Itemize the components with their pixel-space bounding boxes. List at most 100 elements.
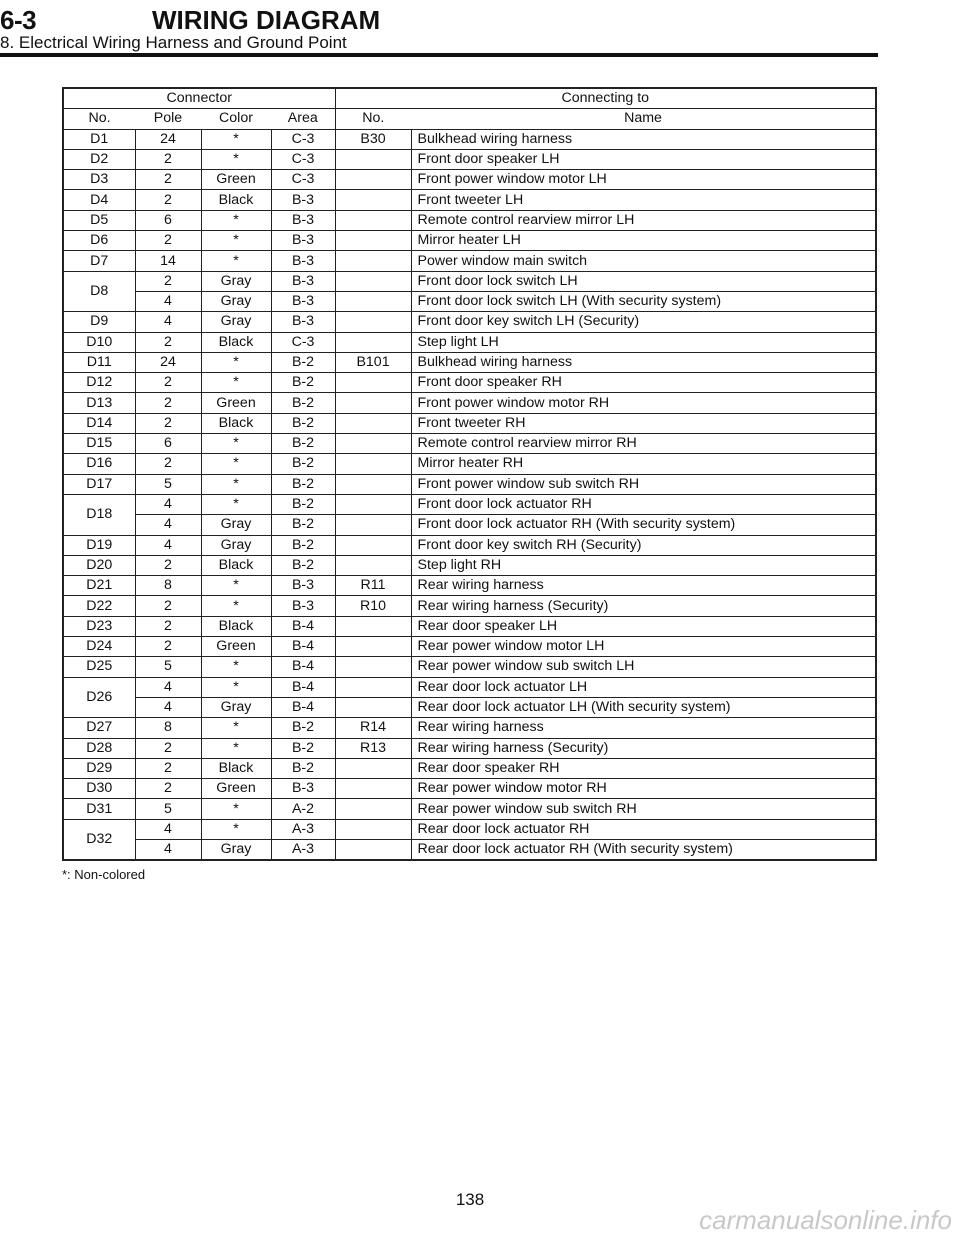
table-cell: 2 [134,595,202,617]
table-cell: D16 [62,453,136,475]
table-row: D19 4 Gray B-2 Front door key switch RH (Sec… [62,534,877,556]
page-subtitle: 8. Electrical Wiring Harness and Ground … [0,33,347,52]
table-cell: Front power window motor LH [410,169,877,191]
table-cell: Front door speaker RH [410,372,877,394]
table-cell: Rear power window sub switch LH [410,656,877,678]
table-cell: Front power window sub switch RH [410,473,877,495]
table-cell: 24 [134,351,202,374]
column-header: No. [63,108,135,130]
table-cell: 2 [134,392,202,414]
table-cell: 24 [134,128,202,150]
table-cell: * [200,717,272,739]
table-cell: * [200,351,272,374]
column-header: Pole [135,108,201,130]
table-cell [334,372,412,394]
table-cell: B-4 [270,636,336,658]
table-cell: * [200,818,272,840]
table-cell: 4 [134,818,202,840]
table-cell: R10 [334,595,412,617]
table-cell: Rear door lock actuator LH [410,676,877,698]
table-cell: * [200,575,272,597]
table-row: D7 14 * B-3 Power window main switch [62,250,877,272]
footnote: *: Non-colored [62,867,146,882]
table-cell: B-4 [270,656,336,678]
table-cell: 2 [134,372,202,394]
table-cell: Rear door lock actuator LH (With securit… [410,696,877,719]
table-cell: D3 [62,169,136,191]
table-cell: Black [200,615,272,638]
table-row: D5 6 * B-3 Remote control rearview mirror LH [62,209,877,232]
table-cell: 4 [134,696,202,719]
table-cell: Rear door speaker RH [410,757,877,780]
table-row: D2 2 * C-3 Front door speaker LH [62,148,877,171]
table-cell: Bulkhead wiring harness [410,128,877,150]
table-cell: B-2 [270,757,336,780]
table-row: D32 4 * A-3 Rear door lock actuator RH [62,818,877,861]
table-cell: 4 [134,311,202,333]
table-row: D26 4 * B-4 Rear door lock actuator LH [62,676,877,719]
table-row: D31 5 * A-2 Rear power window sub switch RH [62,798,877,820]
table-cell: B-4 [270,676,336,698]
table-cell: C-3 [270,128,336,150]
table-cell [334,615,412,638]
table-cell: R11 [334,575,412,597]
group-header-row: Connector Connecting to [63,87,876,110]
table-cell: D14 [62,412,136,435]
table-cell: 2 [134,270,202,292]
table-cell: Front door speaker LH [410,148,877,171]
table-cell: 6 [134,433,202,455]
table-cell: Front power window motor RH [410,392,877,414]
table-cell: Remote control rearview mirror RH [410,433,877,455]
table-cell: Gray [200,696,272,719]
table-cell: Rear wiring harness [410,717,877,739]
table-row: D28 2 * B-2 R13 Rear wiring harness (Security… [62,737,877,759]
table-cell: 8 [134,717,202,739]
table-cell: Black [200,331,272,353]
column-header: Name [411,108,876,130]
table-cell: Gray [200,311,272,333]
table-cell: Green [200,636,272,658]
column-header: Color [201,108,271,130]
table-cell: D29 [62,757,136,780]
table-body: D1 24 * C-3 B30 Bulkhead wiring harness D2 2 * C-… [62,128,877,861]
table-cell: B-2 [270,351,336,374]
table-row: D22 2 * B-3 R10 Rear wiring harness (Security… [62,595,877,617]
table-cell: Front tweeter LH [410,189,877,211]
table-cell: Rear power window motor LH [410,636,877,658]
table-cell: B101 [334,351,412,374]
table-row: D10 2 Black C-3 Step light LH [62,331,877,353]
table-cell: B-4 [270,615,336,638]
table-cell: B-2 [270,534,336,556]
table-cell: 2 [134,554,202,577]
table-cell: B-2 [270,372,336,394]
table-cell: 2 [134,636,202,658]
table-cell [334,493,412,516]
table-cell [334,331,412,353]
column-header: Area [271,108,336,130]
table-cell [334,453,412,475]
table-cell: Black [200,412,272,435]
table-row: D30 2 Green B-3 Rear power window motor RH [62,778,877,800]
table-cell: Step light LH [410,331,877,353]
table-cell: Front door lock switch LH [410,270,877,292]
table-row: D1 24 * C-3 B30 Bulkhead wiring harness [62,128,877,150]
table-cell: * [200,230,272,252]
table-cell [334,412,412,435]
table-row: D18 4 * B-2 Front door lock actuator RH [62,493,877,536]
table-cell: Rear wiring harness (Security) [410,737,877,759]
table-cell: B-3 [270,189,336,211]
table-cell: 2 [134,331,202,353]
table-cell: B-3 [270,209,336,232]
table-cell [334,290,412,313]
table-cell: B-4 [270,696,336,719]
table-cell: * [200,473,272,495]
table-cell: 2 [134,148,202,171]
table-cell: D10 [62,331,136,353]
table-cell: B-3 [270,270,336,292]
table-cell: D8 [62,270,136,313]
table-cell [334,534,412,556]
table-cell: * [200,493,272,516]
column-header: No. [334,108,412,130]
table-cell: B30 [334,128,412,150]
table-row: D11 24 * B-2 B101 Bulkhead wiring harness [62,351,877,374]
